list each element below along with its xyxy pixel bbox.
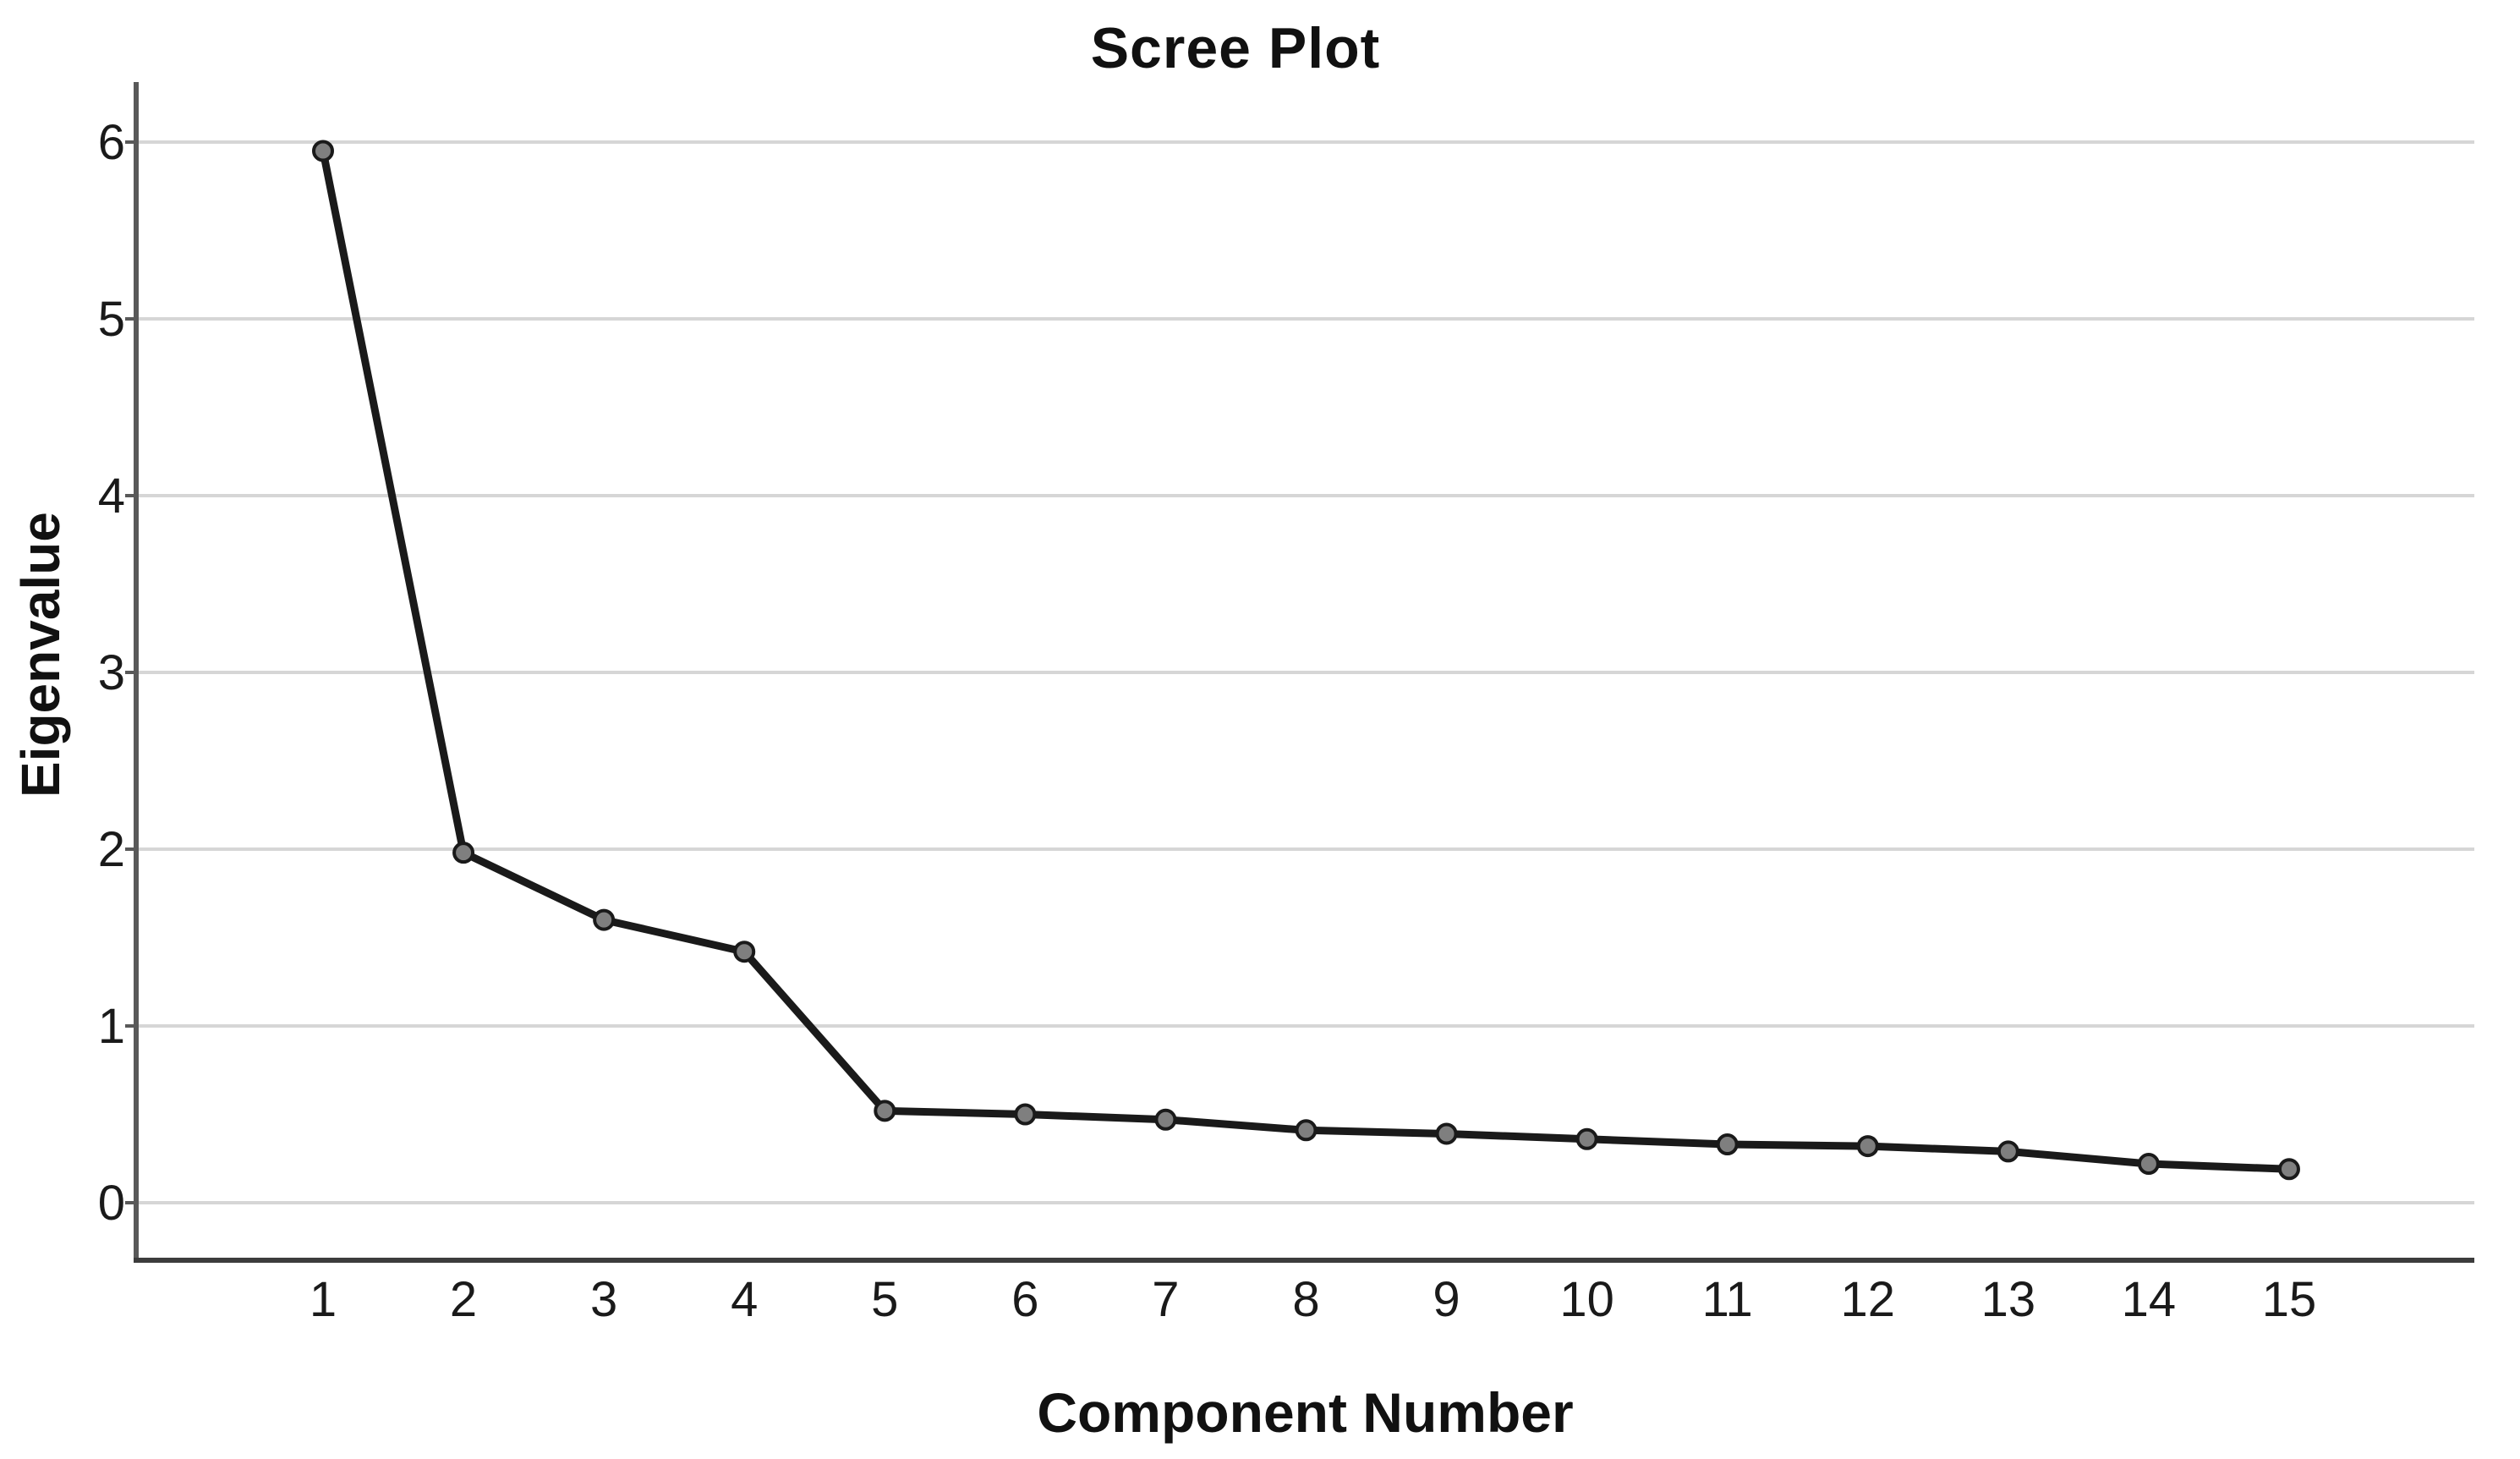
data-point-marker <box>2137 1153 2160 1176</box>
data-point-marker <box>2277 1158 2300 1181</box>
data-point-marker <box>1997 1140 2019 1163</box>
data-point-marker <box>1856 1135 1879 1158</box>
data-point-marker <box>1014 1103 1037 1126</box>
x-tick-label: 14 <box>2122 1272 2177 1327</box>
x-tick-label: 13 <box>1981 1272 2036 1327</box>
data-point-marker <box>874 1100 896 1122</box>
y-tick-label: 2 <box>98 822 125 877</box>
data-point-marker <box>312 140 334 162</box>
series-line <box>319 146 2293 1173</box>
y-tick-label: 1 <box>98 999 125 1054</box>
x-tick-label: 3 <box>590 1272 617 1327</box>
x-tick-label: 4 <box>731 1272 758 1327</box>
x-tick-label: 7 <box>1152 1272 1179 1327</box>
x-tick-label: 1 <box>310 1272 337 1327</box>
x-tick-label: 11 <box>1702 1272 1753 1327</box>
x-tick-label: 5 <box>871 1272 898 1327</box>
x-tick-label: 9 <box>1433 1272 1460 1327</box>
x-axis-title: Component Number <box>1037 1381 1574 1444</box>
y-tick-label: 6 <box>98 115 125 170</box>
data-point-marker <box>1435 1122 1458 1145</box>
x-tick-label: 6 <box>1011 1272 1038 1327</box>
x-tick-label: 15 <box>2262 1272 2317 1327</box>
data-point-marker <box>1575 1127 1598 1150</box>
x-tick-label: 12 <box>1841 1272 1896 1327</box>
y-tick-label: 4 <box>98 469 125 524</box>
y-tick-label: 3 <box>98 645 125 700</box>
data-point-marker <box>733 941 756 963</box>
data-point-marker <box>452 842 475 864</box>
chart-title: Scree Plot <box>1090 16 1381 80</box>
data-point-marker <box>593 908 616 931</box>
y-tick-label: 0 <box>98 1176 125 1231</box>
x-tick-label: 10 <box>1559 1272 1614 1327</box>
data-point-marker <box>1295 1119 1318 1142</box>
x-tick-label: 2 <box>450 1272 477 1327</box>
data-point-marker <box>1154 1108 1177 1131</box>
x-tick-label: 8 <box>1292 1272 1319 1327</box>
data-point-marker <box>1716 1133 1739 1156</box>
y-tick-label: 5 <box>98 292 125 347</box>
